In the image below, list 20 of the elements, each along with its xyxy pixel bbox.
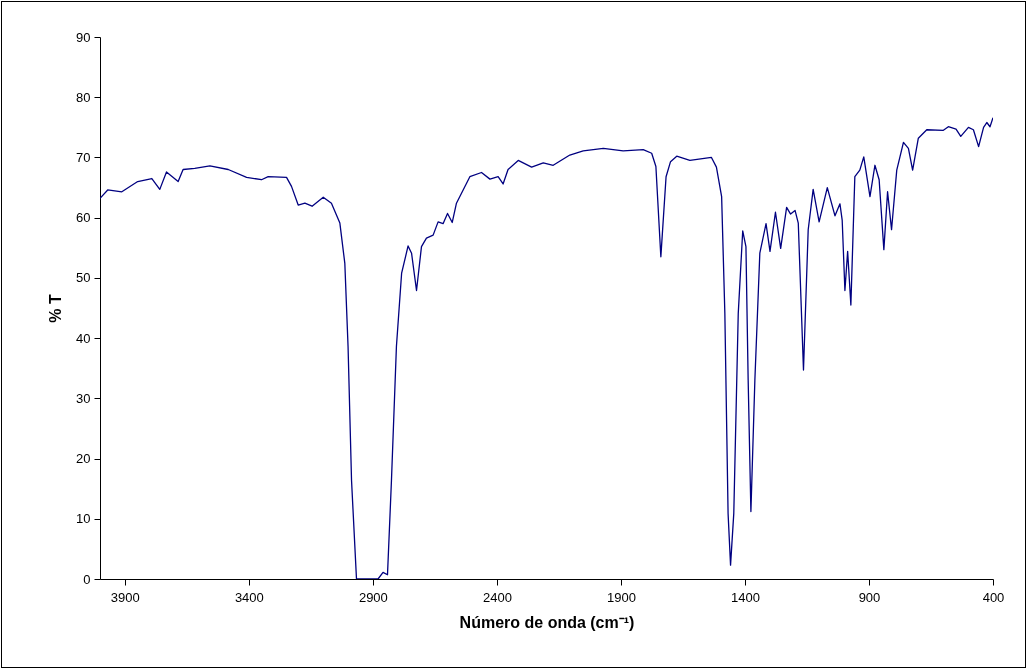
x-tick-label: 3900 xyxy=(110,589,140,605)
x-axis-title: Número de onda (cm⁻¹) xyxy=(459,613,635,631)
x-tick-label: 400 xyxy=(982,589,1005,605)
y-tick-label: 70 xyxy=(76,149,91,165)
y-tick-label: 60 xyxy=(76,210,91,226)
y-tick-label: 20 xyxy=(76,451,91,467)
x-tick-label: 3400 xyxy=(234,589,264,605)
y-tick-label: 0 xyxy=(83,571,91,587)
y-tick-label: 40 xyxy=(76,330,91,346)
x-tick-label: 1400 xyxy=(730,589,760,605)
y-tick-label: 90 xyxy=(76,29,91,45)
y-tick-label: 50 xyxy=(76,270,91,286)
x-tick-label: 900 xyxy=(858,589,881,605)
x-tick-label: 2900 xyxy=(358,589,388,605)
x-tick-label: 2400 xyxy=(482,589,512,605)
y-tick-label: 80 xyxy=(76,89,91,105)
y-tick-label: 10 xyxy=(76,511,91,527)
x-tick-label: 1900 xyxy=(606,589,636,605)
y-tick-label: 30 xyxy=(76,390,91,406)
y-axis-title: % T xyxy=(47,294,65,323)
